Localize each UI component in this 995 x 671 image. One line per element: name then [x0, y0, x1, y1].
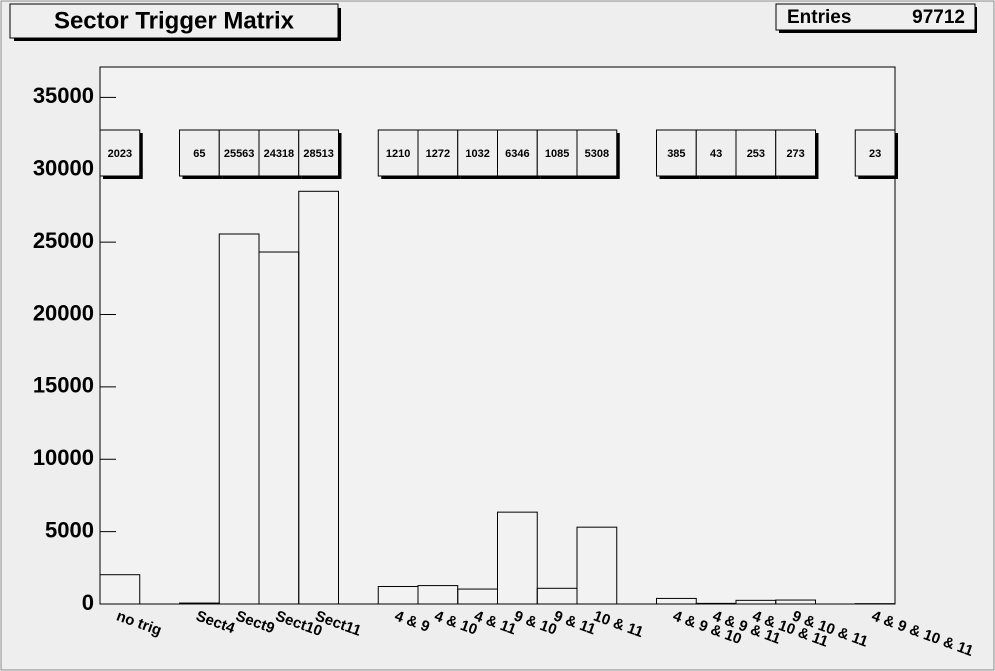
bar [298, 190, 339, 605]
stats-value: 97712 [912, 7, 965, 28]
value-label: 5308 [585, 148, 609, 160]
y-tick-label: 10000 [33, 445, 94, 470]
stats-label: Entries [787, 7, 851, 28]
bar [656, 597, 697, 605]
value-label: 43 [710, 148, 722, 160]
value-label: 28513 [303, 148, 334, 160]
title-box [9, 3, 339, 39]
value-box [258, 129, 300, 177]
value-box [735, 129, 777, 177]
value-box [536, 129, 578, 177]
value-box [854, 129, 896, 177]
value-label: 1210 [386, 148, 410, 160]
stats-box [775, 3, 976, 31]
bar [99, 574, 141, 605]
bar [695, 602, 737, 605]
value-box [377, 129, 419, 177]
value-label: 1032 [465, 148, 489, 160]
bar [179, 602, 220, 605]
y-tick-label: 30000 [33, 156, 94, 181]
y-tick-label: 0 [82, 590, 94, 615]
value-label: 2023 [108, 148, 132, 160]
value-label: 23 [869, 148, 881, 160]
value-label: 25563 [224, 148, 255, 160]
chart-title: Sector Trigger Matrix [54, 7, 295, 34]
value-box [179, 129, 220, 177]
y-tick-label: 20000 [33, 300, 94, 325]
value-label: 273 [786, 148, 804, 160]
value-box [99, 129, 141, 177]
bar [775, 599, 816, 605]
bar [497, 511, 538, 605]
value-box [695, 129, 737, 177]
value-box [576, 129, 618, 177]
y-tick-label: 35000 [33, 83, 94, 108]
value-box [298, 129, 339, 177]
value-label: 1272 [426, 148, 450, 160]
y-tick-label: 5000 [45, 517, 94, 542]
value-label: 385 [667, 148, 685, 160]
value-box [497, 129, 538, 177]
y-tick-label: 25000 [33, 228, 94, 253]
value-label: 6346 [505, 148, 529, 160]
value-label: 253 [747, 148, 765, 160]
value-label: 65 [193, 148, 205, 160]
value-label: 24318 [264, 148, 295, 160]
y-tick-label: 15000 [33, 373, 94, 398]
bar [576, 526, 618, 605]
value-label: 1085 [545, 148, 569, 160]
value-box [775, 129, 816, 177]
